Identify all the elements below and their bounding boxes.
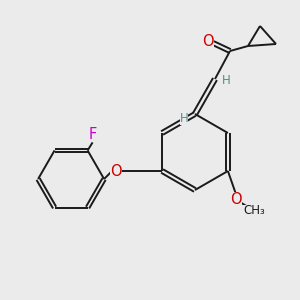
Text: F: F bbox=[88, 127, 97, 142]
Text: CH₃: CH₃ bbox=[243, 205, 265, 218]
Text: H: H bbox=[180, 112, 188, 124]
Text: O: O bbox=[202, 34, 214, 49]
Text: H: H bbox=[222, 74, 230, 88]
Text: O: O bbox=[110, 164, 122, 178]
Text: O: O bbox=[230, 191, 242, 206]
